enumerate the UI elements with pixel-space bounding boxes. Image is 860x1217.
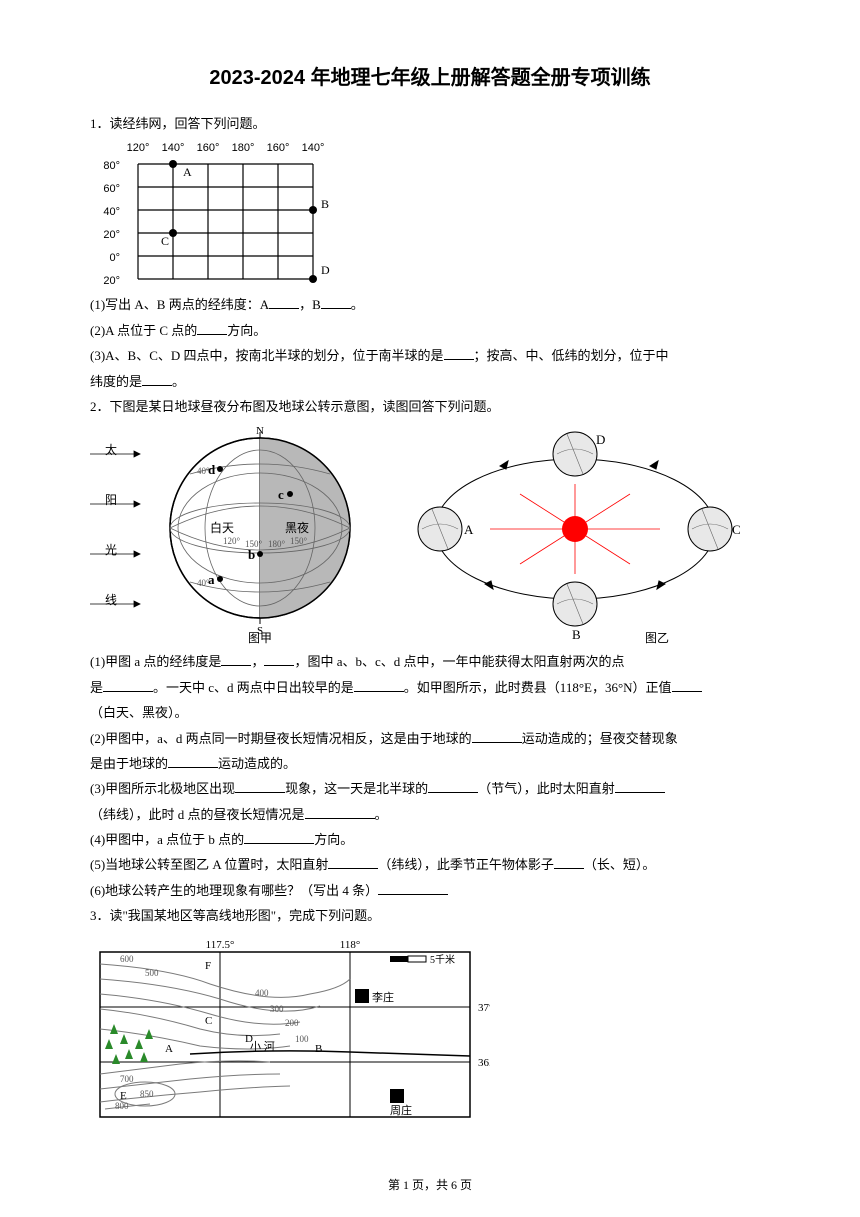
svg-text:周庄: 周庄	[390, 1103, 412, 1117]
svg-text:140°: 140°	[302, 142, 325, 154]
svg-text:118°: 118°	[340, 939, 361, 951]
svg-text:180°: 180°	[232, 142, 255, 154]
svg-text:线: 线	[105, 593, 117, 607]
svg-text:太: 太	[105, 442, 117, 457]
svg-text:850: 850	[140, 1089, 154, 1099]
svg-text:白天: 白天	[210, 520, 234, 535]
svg-text:300: 300	[270, 1004, 284, 1014]
svg-text:B: B	[315, 1043, 322, 1055]
svg-text:117.5°: 117.5°	[206, 939, 235, 951]
svg-text:120°: 120°	[127, 142, 150, 154]
svg-text:700: 700	[120, 1074, 134, 1084]
svg-text:160°: 160°	[267, 142, 290, 154]
q2-2b: 是由于地球的运动造成的。	[90, 752, 770, 775]
svg-text:500: 500	[145, 968, 159, 978]
page-footer: 第 1 页，共 6 页	[0, 1175, 860, 1197]
svg-text:20°: 20°	[103, 229, 120, 241]
q1-3: (3)A、B、C、D 四点中，按南北半球的划分，位于南半球的是；按高、中、低纬的…	[90, 344, 770, 367]
svg-text:F: F	[205, 960, 211, 972]
svg-text:E: E	[120, 1090, 127, 1102]
svg-text:C: C	[161, 234, 169, 248]
svg-text:B: B	[572, 627, 581, 642]
svg-text:160°: 160°	[197, 142, 220, 154]
q2-5: (5)当地球公转至图乙 A 位置时，太阳直射（纬线），此季节正午物体影子（长、短…	[90, 853, 770, 876]
svg-text:D: D	[245, 1033, 253, 1045]
q3-map: 117.5° 118° 37° 36.5° 5千米 600 500 400 30…	[90, 934, 770, 1131]
q2-1b: 是。一天中 c、d 两点中日出较早的是。如甲图所示，此时费县（118°E，36°…	[90, 676, 770, 699]
q1-grid-figure: 120° 140° 160° 180° 160° 140° 80° 60° 40…	[98, 139, 358, 289]
q2-3b: （纬线），此时 d 点的昼夜长短情况是。	[90, 803, 770, 826]
q1-2: (2)A 点位于 C 点的方向。	[90, 319, 770, 342]
q2-2: (2)甲图中，a、d 两点同一时期昼夜长短情况相反，这是由于地球的运动造成的；昼…	[90, 727, 770, 750]
svg-text:c: c	[278, 487, 284, 502]
q2-1: (1)甲图 a 点的经纬度是，，图中 a、b、c、d 点中，一年中能获得太阳直射…	[90, 650, 770, 673]
globe-jia: 太 阳 光 线 N S 白天 黑夜 a b	[90, 424, 390, 644]
svg-text:40°: 40°	[197, 466, 210, 476]
svg-text:李庄: 李庄	[372, 990, 394, 1004]
globe-yi: A B C D 图乙	[410, 424, 740, 644]
svg-text:b: b	[248, 547, 255, 562]
svg-text:C: C	[205, 1015, 212, 1027]
svg-text:D: D	[321, 263, 330, 277]
svg-text:150°: 150°	[290, 536, 308, 546]
q2-3: (3)甲图所示北极地区出现现象，这一天是北半球的（节气），此时太阳直射	[90, 777, 770, 800]
svg-text:C: C	[732, 522, 740, 537]
svg-text:100: 100	[295, 1034, 309, 1044]
svg-text:120°: 120°	[223, 536, 241, 546]
q3-intro: 3．读"我国某地区等高线地形图"，完成下列问题。	[90, 904, 770, 927]
svg-text:37°: 37°	[478, 1002, 490, 1014]
svg-text:N: N	[256, 425, 264, 437]
svg-text:A: A	[165, 1043, 173, 1055]
q1-intro: 1．读经纬网，回答下列问题。	[90, 112, 770, 135]
q2-4: (4)甲图中，a 点位于 b 点的方向。	[90, 828, 770, 851]
svg-text:黑夜: 黑夜	[285, 520, 309, 535]
svg-text:800: 800	[115, 1101, 129, 1111]
q2-6: (6)地球公转产生的地理现象有哪些？（写出 4 条）	[90, 879, 770, 902]
svg-text:0°: 0°	[109, 252, 120, 264]
q1-1: (1)写出 A、B 两点的经纬度：A，B。	[90, 293, 770, 316]
svg-text:200: 200	[285, 1018, 299, 1028]
svg-text:600: 600	[120, 954, 134, 964]
svg-text:180°: 180°	[268, 539, 286, 549]
svg-text:5千米: 5千米	[430, 953, 455, 966]
svg-text:40°: 40°	[103, 206, 120, 218]
q1-3b: 纬度的是。	[90, 370, 770, 393]
svg-text:80°: 80°	[103, 160, 120, 172]
svg-text:140°: 140°	[162, 142, 185, 154]
svg-text:36.5°: 36.5°	[478, 1057, 490, 1069]
svg-text:阳: 阳	[105, 493, 117, 507]
svg-text:D: D	[596, 432, 605, 447]
svg-text:400: 400	[255, 988, 269, 998]
svg-text:A: A	[464, 522, 474, 537]
svg-text:150°: 150°	[245, 539, 263, 549]
q2-intro: 2．下图是某日地球昼夜分布图及地球公转示意图，读图回答下列问题。	[90, 395, 770, 418]
svg-text:图乙: 图乙	[645, 631, 669, 644]
svg-text:20°: 20°	[103, 275, 120, 287]
svg-text:B: B	[321, 197, 329, 211]
page-title: 2023-2024 年地理七年级上册解答题全册专项训练	[90, 60, 770, 96]
svg-text:图甲: 图甲	[248, 631, 272, 644]
svg-text:40°: 40°	[197, 578, 210, 588]
q2-figures: 太 阳 光 线 N S 白天 黑夜 a b	[90, 424, 770, 644]
svg-text:A: A	[183, 165, 192, 179]
svg-text:60°: 60°	[103, 183, 120, 195]
svg-text:小 河: 小 河	[250, 1040, 275, 1053]
q2-1c: （白天、黑夜）。	[90, 701, 770, 724]
svg-text:光: 光	[105, 543, 117, 557]
